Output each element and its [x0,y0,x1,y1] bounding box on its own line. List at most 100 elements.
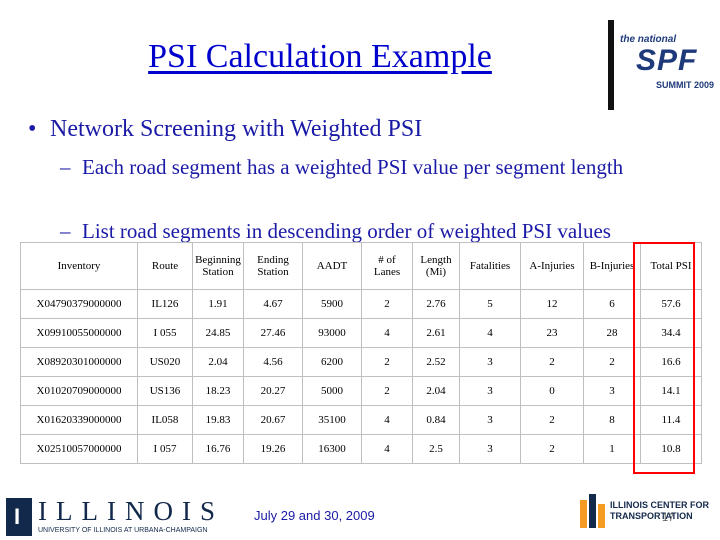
cell-a-injuries: 2 [520,434,584,464]
col-header-route: Route [137,242,193,290]
psi-table: Inventory Route Beginning Station Ending… [20,242,702,464]
col-header-inventory: Inventory [20,242,138,290]
cell-route: US020 [137,347,193,377]
col-header-fatalities: Fatalities [459,242,521,290]
cell-total-psi: 57.6 [640,289,702,319]
cell-route: IL126 [137,289,193,319]
cell-lanes: 2 [361,289,413,319]
main-bullet: • Network Screening with Weighted PSI [28,116,422,143]
spf-summit-logo: the national SPF SUMMIT 2009 [618,34,718,96]
cell-aadt: 35100 [302,405,362,435]
spf-logo-tagline: the national [620,34,677,45]
cell-fatalities: 4 [459,318,521,348]
table-row: X09910055000000 I 055 24.85 27.46 93000 4 2.61… [20,318,702,348]
cell-aadt: 5900 [302,289,362,319]
cell-fatalities: 3 [459,376,521,406]
table-header-row: Inventory Route Beginning Station Ending… [20,242,702,290]
ict-mark-icon [580,494,605,528]
cell-ending-station: 19.26 [243,434,303,464]
cell-inventory: X01020709000000 [20,376,138,406]
cell-a-injuries: 12 [520,289,584,319]
cell-aadt: 93000 [302,318,362,348]
cell-length: 2.5 [412,434,460,464]
cell-total-psi: 10.8 [640,434,702,464]
col-header-aadt: AADT [302,242,362,290]
cell-total-psi: 34.4 [640,318,702,348]
cell-route: I 055 [137,318,193,348]
cell-total-psi: 14.1 [640,376,702,406]
cell-aadt: 16300 [302,434,362,464]
spf-logo-wordmark: SPF [636,44,698,77]
cell-b-injuries: 8 [583,405,641,435]
illinois-subtitle: UNIVERSITY OF ILLINOIS AT URBANA-CHAMPAI… [38,527,208,534]
cell-aadt: 6200 [302,347,362,377]
dash-icon: – [60,219,71,243]
spf-logo-year: SUMMIT 2009 [656,80,715,90]
cell-inventory: X08920301000000 [20,347,138,377]
cell-lanes: 2 [361,376,413,406]
col-header-ending-station: Ending Station [243,242,303,290]
table-row: X02510057000000 I 057 16.76 19.26 16300 4 2.5 3… [20,434,702,464]
cell-total-psi: 16.6 [640,347,702,377]
col-header-lanes: # of Lanes [361,242,413,290]
ict-line-1: ILLINOIS CENTER FOR [610,500,709,510]
ict-logo: ILLINOIS CENTER FOR TRANSPORTATION [578,488,720,540]
illinois-wordmark: ILLINOIS [38,496,224,526]
cell-length: 2.76 [412,289,460,319]
total-psi-highlight-box [633,242,695,474]
table-row: X01620339000000 IL058 19.83 20.67 35100 4 0.84… [20,405,702,435]
illinois-shield-icon: I [6,498,32,536]
col-header-length: Length (Mi) [412,242,460,290]
sub-bullet-2: – List road segments in descending order … [60,218,700,244]
illinois-logo: I ILLINOIS UNIVERSITY OF ILLINOIS AT URB… [6,496,234,540]
main-bullet-text: Network Screening with Weighted PSI [50,116,423,142]
cell-beginning-station: 1.91 [192,289,244,319]
cell-b-injuries: 28 [583,318,641,348]
bullet-dot-icon: • [28,116,37,142]
cell-lanes: 4 [361,405,413,435]
col-header-total-psi: Total PSI [640,242,702,290]
col-header-b-injuries: B-Injuries [583,242,641,290]
table-row: X04790379000000 IL126 1.91 4.67 5900 2 2.76 5 12… [20,289,702,319]
dash-icon: – [60,155,71,179]
divider-bar [608,20,614,110]
cell-ending-station: 4.56 [243,347,303,377]
sub-bullet-2-text: List road segments in descending order o… [82,219,611,243]
cell-a-injuries: 0 [520,376,584,406]
cell-beginning-station: 19.83 [192,405,244,435]
slide-title: PSI Calculation Example [148,38,492,75]
cell-length: 2.04 [412,376,460,406]
cell-total-psi: 11.4 [640,405,702,435]
cell-route: US136 [137,376,193,406]
cell-a-injuries: 2 [520,405,584,435]
cell-a-injuries: 2 [520,347,584,377]
col-header-beginning-station: Beginning Station [192,242,244,290]
page-number: 17 [662,512,675,524]
cell-inventory: X09910055000000 [20,318,138,348]
cell-fatalities: 3 [459,405,521,435]
cell-length: 0.84 [412,405,460,435]
cell-b-injuries: 1 [583,434,641,464]
cell-inventory: X02510057000000 [20,434,138,464]
cell-ending-station: 4.67 [243,289,303,319]
ict-line-2: TRANSPORTATION [610,511,693,521]
cell-ending-station: 20.67 [243,405,303,435]
cell-aadt: 5000 [302,376,362,406]
cell-beginning-station: 16.76 [192,434,244,464]
cell-route: IL058 [137,405,193,435]
cell-beginning-station: 24.85 [192,318,244,348]
cell-lanes: 4 [361,434,413,464]
cell-a-injuries: 23 [520,318,584,348]
cell-b-injuries: 3 [583,376,641,406]
cell-inventory: X01620339000000 [20,405,138,435]
cell-beginning-station: 18.23 [192,376,244,406]
slide-date: July 29 and 30, 2009 [254,508,375,523]
cell-route: I 057 [137,434,193,464]
cell-lanes: 2 [361,347,413,377]
table-row: X01020709000000 US136 18.23 20.27 5000 2 2.04 3… [20,376,702,406]
cell-b-injuries: 2 [583,347,641,377]
cell-ending-station: 27.46 [243,318,303,348]
cell-fatalities: 5 [459,289,521,319]
cell-fatalities: 3 [459,347,521,377]
cell-length: 2.52 [412,347,460,377]
